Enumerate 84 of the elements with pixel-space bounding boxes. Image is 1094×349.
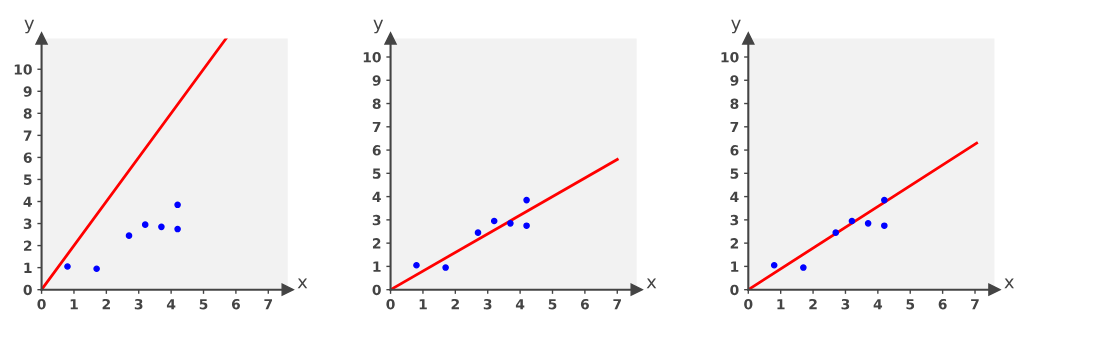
y-tick-label: 9 xyxy=(730,75,739,86)
y-tick-label: 7 xyxy=(730,121,739,133)
y-tick-label: 10 xyxy=(721,51,739,63)
point xyxy=(507,220,514,227)
x-tick-label: 0 xyxy=(37,298,46,310)
y-tick-label: 5 xyxy=(730,168,739,179)
y-tick-label: 2 xyxy=(23,240,32,251)
y-tick-label: 0 xyxy=(23,284,32,296)
point xyxy=(174,225,181,233)
point xyxy=(64,263,71,270)
x-tick-label: 6 xyxy=(938,298,947,310)
point xyxy=(174,201,181,209)
x-axis-title: x xyxy=(297,278,308,289)
x-tick-label: 3 xyxy=(134,298,143,310)
point xyxy=(523,196,530,204)
x-tick-label: 4 xyxy=(166,299,176,310)
x-tick-label: 1 xyxy=(419,299,427,310)
y-tick-label: 0 xyxy=(730,284,739,296)
y-tick-label: 6 xyxy=(23,152,32,163)
y-tick-label: 6 xyxy=(372,145,381,156)
y-tick-label: 6 xyxy=(730,145,739,156)
x-tick-label: 5 xyxy=(548,299,557,310)
x-tick-label: 2 xyxy=(451,298,459,310)
y-tick-label: 7 xyxy=(23,130,32,141)
point xyxy=(848,217,856,225)
point xyxy=(881,222,888,229)
x-tick-label: 3 xyxy=(483,298,492,310)
y-tick-label: 4 xyxy=(730,191,739,202)
point xyxy=(413,261,420,269)
point xyxy=(800,264,807,271)
y-tick-label: 2 xyxy=(730,238,739,249)
y-tick-label: 8 xyxy=(23,108,32,119)
point xyxy=(832,229,840,236)
point xyxy=(523,222,530,229)
point xyxy=(864,220,872,227)
x-tick-label: 0 xyxy=(744,298,753,310)
y-tick-label: 3 xyxy=(730,214,739,226)
x-tick-label: 7 xyxy=(613,299,621,310)
point xyxy=(442,264,449,271)
y-tick-label: 1 xyxy=(373,261,381,272)
x-tick-label: 1 xyxy=(70,299,78,310)
x-tick-label: 5 xyxy=(199,299,208,310)
y-tick-label: 5 xyxy=(372,168,381,179)
point xyxy=(490,217,498,225)
point xyxy=(93,265,100,273)
x-tick-label: 4 xyxy=(515,299,525,310)
y-tick-label: 5 xyxy=(23,174,32,185)
x-tick-label: 1 xyxy=(777,299,785,310)
x-tick-label: 3 xyxy=(841,298,850,310)
y-tick-label: 3 xyxy=(372,214,381,226)
x-tick-label: 6 xyxy=(231,298,240,310)
point xyxy=(770,261,778,269)
x-tick-label: 2 xyxy=(102,298,110,310)
y-tick-label: 0 xyxy=(372,284,381,296)
x-tick-label: 7 xyxy=(264,299,273,310)
y-tick-label: 8 xyxy=(372,98,381,110)
point xyxy=(125,232,133,239)
x-tick-label: 7 xyxy=(971,299,979,310)
x-tick-label: 0 xyxy=(386,298,395,310)
x-tick-label: 6 xyxy=(580,298,589,310)
y-tick-label: 10 xyxy=(363,51,381,63)
y-tick-label: 8 xyxy=(730,98,739,110)
y-tick-label: 9 xyxy=(372,75,381,86)
x-axis-title: x xyxy=(1004,278,1014,289)
y-tick-label: 3 xyxy=(23,218,32,230)
x-axis-title: x xyxy=(646,278,657,289)
y-axis-title: y xyxy=(731,19,741,34)
y-tick-label: 10 xyxy=(14,64,32,75)
point xyxy=(881,196,888,204)
point xyxy=(158,223,165,231)
x-tick-label: 4 xyxy=(873,299,883,310)
y-tick-label: 9 xyxy=(23,86,32,97)
x-tick-label: 2 xyxy=(809,298,817,310)
y-tick-label: 1 xyxy=(731,261,739,272)
point xyxy=(474,229,482,236)
y-tick-label: 4 xyxy=(372,191,381,202)
y-tick-label: 4 xyxy=(23,196,32,207)
y-axis-title: y xyxy=(373,19,384,34)
y-axis-title: y xyxy=(24,19,35,34)
y-tick-label: 1 xyxy=(24,262,32,273)
x-tick-label: 5 xyxy=(906,299,915,310)
y-tick-label: 7 xyxy=(372,121,381,133)
point xyxy=(141,221,149,228)
y-tick-label: 2 xyxy=(372,238,381,249)
